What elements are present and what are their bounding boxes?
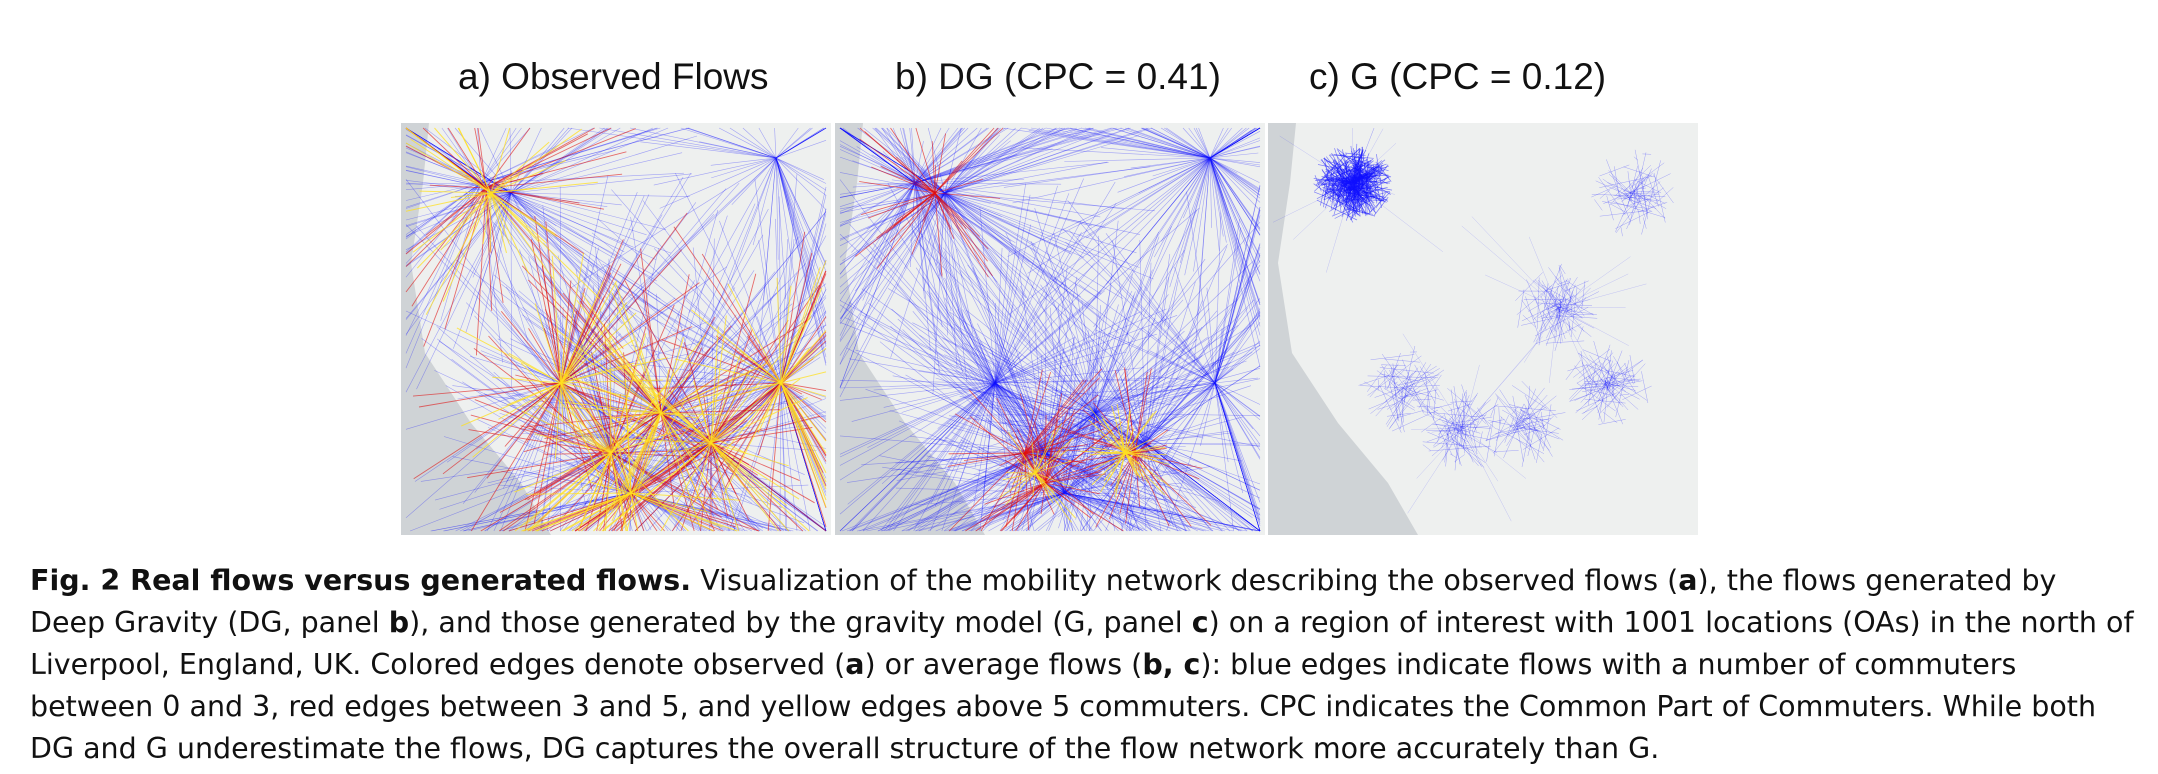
panel-c-flow-network (1268, 123, 1674, 535)
panel-c-map (1268, 123, 1698, 535)
panel-c-long-edges (1272, 127, 1647, 522)
panel-b-title: b) DG (CPC = 0.41) (895, 56, 1221, 97)
panel-c-cluster-north-west (1313, 143, 1393, 223)
panel-a-water (401, 123, 551, 535)
panel-b-water (835, 123, 985, 535)
caption-label: Fig. 2 Real flows versus generated flows… (30, 564, 692, 597)
caption-text-3: ), and those generated by the gravity mo… (409, 606, 1192, 639)
caption-text-1: Visualization of the mobility network de… (691, 564, 1679, 597)
caption-ref-bc: b, c (1142, 648, 1201, 681)
panel-a-yellow-edges (405, 127, 827, 532)
caption-ref-a2: a (845, 648, 865, 681)
panel-b-yellow-edges (999, 404, 1170, 523)
caption-ref-a: a (1678, 564, 1698, 597)
caption-text-4: ) on a region of interest with 1001 loca… (30, 606, 2134, 681)
panel-c-clusters (1358, 149, 1674, 471)
figure-caption: Fig. 2 Real flows versus generated flows… (30, 560, 2140, 770)
caption-text-5: ) or average flows ( (864, 648, 1143, 681)
panel-b-flow-network (835, 123, 1261, 535)
caption-ref-b: b (388, 606, 410, 639)
panel-a-flow-network (401, 123, 827, 535)
panel-b-map (835, 123, 1265, 535)
panel-a-map (401, 123, 831, 535)
panel-c-water (1268, 123, 1418, 535)
caption-text-2: ), the flows generated by Deep Gravity (… (30, 564, 2057, 639)
panel-c-title: c) G (CPC = 0.12) (1309, 56, 1607, 97)
caption-text-6: ): blue edges indicate flows with a numb… (30, 648, 2097, 765)
panel-b-blue-edges (839, 127, 1261, 532)
caption-ref-c: c (1191, 606, 1209, 639)
panel-a-title: a) Observed Flows (458, 56, 769, 97)
